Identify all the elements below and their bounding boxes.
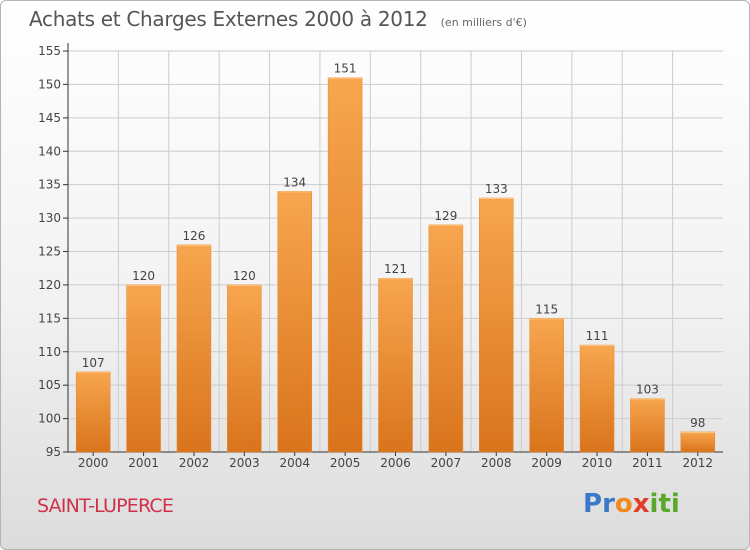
bar-2011: [630, 398, 665, 453]
x-tick-label: 2002: [179, 456, 210, 470]
x-tick-label: 2005: [330, 456, 361, 470]
x-tick-label: 2001: [128, 456, 159, 470]
chart-title: Achats et Charges Externes 2000 à 2012: [29, 7, 428, 31]
x-tick-label: 2004: [279, 456, 310, 470]
y-tick-label: 135: [38, 178, 61, 192]
bar-2009: [529, 318, 564, 453]
chart-title-area: Achats et Charges Externes 2000 à 2012 (…: [29, 7, 527, 31]
bar-2007: [428, 224, 464, 453]
y-tick-label: 145: [38, 111, 61, 125]
value-label: 134: [283, 175, 306, 189]
y-tick-label: 130: [38, 211, 61, 225]
logo-letter: r: [602, 489, 615, 519]
bar-2003: [227, 284, 262, 453]
y-tick-label: 115: [38, 311, 61, 325]
value-label: 120: [233, 269, 256, 283]
x-tick-label: 2011: [632, 456, 663, 470]
bar-2005: [327, 77, 363, 453]
proxiti-logo[interactable]: Proxiti: [583, 489, 680, 519]
bar-2002: [176, 244, 212, 453]
y-tick-label: 95: [46, 445, 61, 459]
value-label: 107: [82, 356, 105, 370]
value-label: 103: [636, 383, 659, 397]
logo-letter: x: [632, 489, 650, 519]
bars: [75, 77, 716, 453]
logo-letter: t: [658, 489, 671, 519]
y-tick-label: 105: [38, 378, 61, 392]
value-label: 151: [334, 62, 357, 76]
bar-2010: [579, 344, 615, 453]
x-tick-label: 2006: [380, 456, 411, 470]
y-tick-label: 125: [38, 245, 61, 259]
logo-letter: i: [670, 489, 680, 519]
y-tick-label: 150: [38, 77, 61, 91]
x-tick-label: 2000: [78, 456, 109, 470]
y-tick-label: 140: [38, 144, 61, 158]
x-tick-label: 2008: [481, 456, 512, 470]
value-label: 129: [434, 209, 457, 223]
chart-subtitle: (en milliers d'€): [440, 16, 527, 29]
labels: 107 2000 120 2001 126 2002 120 2003 134 2004 151 20…: [78, 62, 713, 470]
bar-2006: [378, 277, 413, 453]
value-label: 133: [485, 182, 508, 196]
value-label: 120: [132, 269, 155, 283]
y-tick-label: 100: [38, 412, 61, 426]
bar-2000: [75, 371, 111, 453]
bar-2012: [680, 431, 716, 453]
y-tick-label: 155: [38, 44, 61, 58]
x-tick-label: 2003: [229, 456, 260, 470]
x-tick-label: 2010: [582, 456, 613, 470]
bar-2004: [277, 191, 312, 453]
bar-2008: [479, 197, 514, 453]
x-tick-label: 2009: [531, 456, 562, 470]
x-tick-label: 2007: [431, 456, 462, 470]
value-label: 115: [535, 302, 558, 316]
value-label: 121: [384, 262, 407, 276]
y-tick-label: 110: [38, 345, 61, 359]
y-tick-label: 120: [38, 278, 61, 292]
logo-letter: o: [614, 489, 633, 519]
bar-2001: [126, 284, 161, 453]
value-label: 126: [183, 229, 206, 243]
value-label: 98: [690, 416, 705, 430]
logo-letter: i: [649, 489, 659, 519]
x-tick-label: 2012: [683, 456, 714, 470]
value-label: 111: [586, 329, 609, 343]
commune-name: SAINT-LUPERCE: [37, 495, 174, 517]
logo-letter: P: [583, 489, 603, 519]
